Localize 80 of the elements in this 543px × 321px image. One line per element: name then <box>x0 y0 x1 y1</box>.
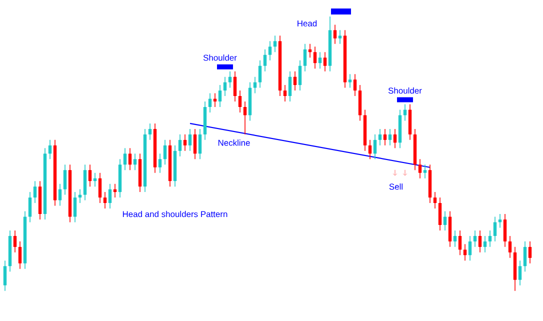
candlestick <box>323 52 327 72</box>
candlestick <box>298 60 302 91</box>
candlestick <box>318 52 322 69</box>
annotation: Neckline <box>218 140 250 146</box>
candlestick <box>433 192 437 209</box>
candlestick <box>198 128 202 160</box>
candlestick <box>258 60 262 88</box>
annotation: Shoulder <box>203 54 237 61</box>
candlestick <box>503 214 507 248</box>
candlestick <box>418 158 422 179</box>
candlestick <box>163 140 167 166</box>
candlestick <box>28 192 32 223</box>
candlestick <box>493 216 497 242</box>
candlestick <box>438 197 442 231</box>
candlestick <box>98 172 102 204</box>
candlestick <box>178 134 182 157</box>
candlestick <box>108 183 112 209</box>
candlestick <box>238 90 242 113</box>
candlestick <box>373 134 377 160</box>
candlestick <box>378 128 382 146</box>
candlestick <box>218 84 222 108</box>
candlestick <box>253 76 257 94</box>
annotation: Head and shoulders Pattern <box>122 210 228 218</box>
candlestick <box>268 40 272 61</box>
candlestick <box>123 148 127 170</box>
candlestick <box>368 140 372 160</box>
candlestick <box>478 230 482 253</box>
candlestick <box>283 84 287 102</box>
candlestick <box>528 241 532 264</box>
candlestick <box>348 74 352 88</box>
candlestick <box>388 128 392 146</box>
candlestick <box>33 180 37 204</box>
candlestick <box>3 260 7 292</box>
candlestick <box>158 153 162 174</box>
candlestick <box>273 35 277 53</box>
annotation: Head <box>298 20 317 26</box>
candlestick <box>338 30 342 44</box>
candlestick <box>193 128 197 160</box>
candlestick <box>518 260 522 286</box>
candlestick <box>103 192 107 209</box>
candlestick <box>148 123 152 140</box>
candlestick <box>403 104 407 122</box>
candlestick <box>458 230 462 256</box>
candlestick <box>383 128 387 146</box>
candlestick <box>48 140 52 160</box>
candlestick <box>523 241 527 272</box>
candlestick <box>73 192 77 223</box>
candlestick <box>508 236 512 258</box>
candlestick <box>453 230 457 248</box>
candlestick <box>293 70 297 91</box>
candlestick <box>468 236 472 262</box>
candlestick <box>473 230 477 248</box>
candlestick <box>263 48 267 72</box>
candlestick <box>188 128 192 152</box>
candlestick <box>353 74 357 96</box>
candlestick <box>133 153 137 170</box>
candlestick <box>313 46 317 69</box>
candlestick <box>228 70 232 88</box>
candlestick <box>333 24 337 44</box>
candlestick <box>443 210 447 231</box>
candlestick <box>423 164 427 179</box>
candlestick <box>233 70 237 102</box>
candlestick <box>488 230 492 248</box>
candlestick <box>13 230 17 253</box>
candlestick <box>393 128 397 149</box>
candlestick <box>208 92 212 113</box>
annotation: Shoulder <box>388 87 422 94</box>
candlestick <box>243 101 247 135</box>
candlestick <box>183 134 187 152</box>
candlestick <box>483 236 487 253</box>
candlestick <box>88 164 92 187</box>
candlestick <box>288 70 292 102</box>
candlestick <box>128 148 132 170</box>
candlestick <box>303 43 307 72</box>
candlestick <box>18 241 22 270</box>
candlestick <box>223 76 227 96</box>
candlestick <box>463 244 467 262</box>
candlestick <box>58 183 62 206</box>
annotation: Sell <box>389 183 402 190</box>
candlestick <box>63 164 67 196</box>
